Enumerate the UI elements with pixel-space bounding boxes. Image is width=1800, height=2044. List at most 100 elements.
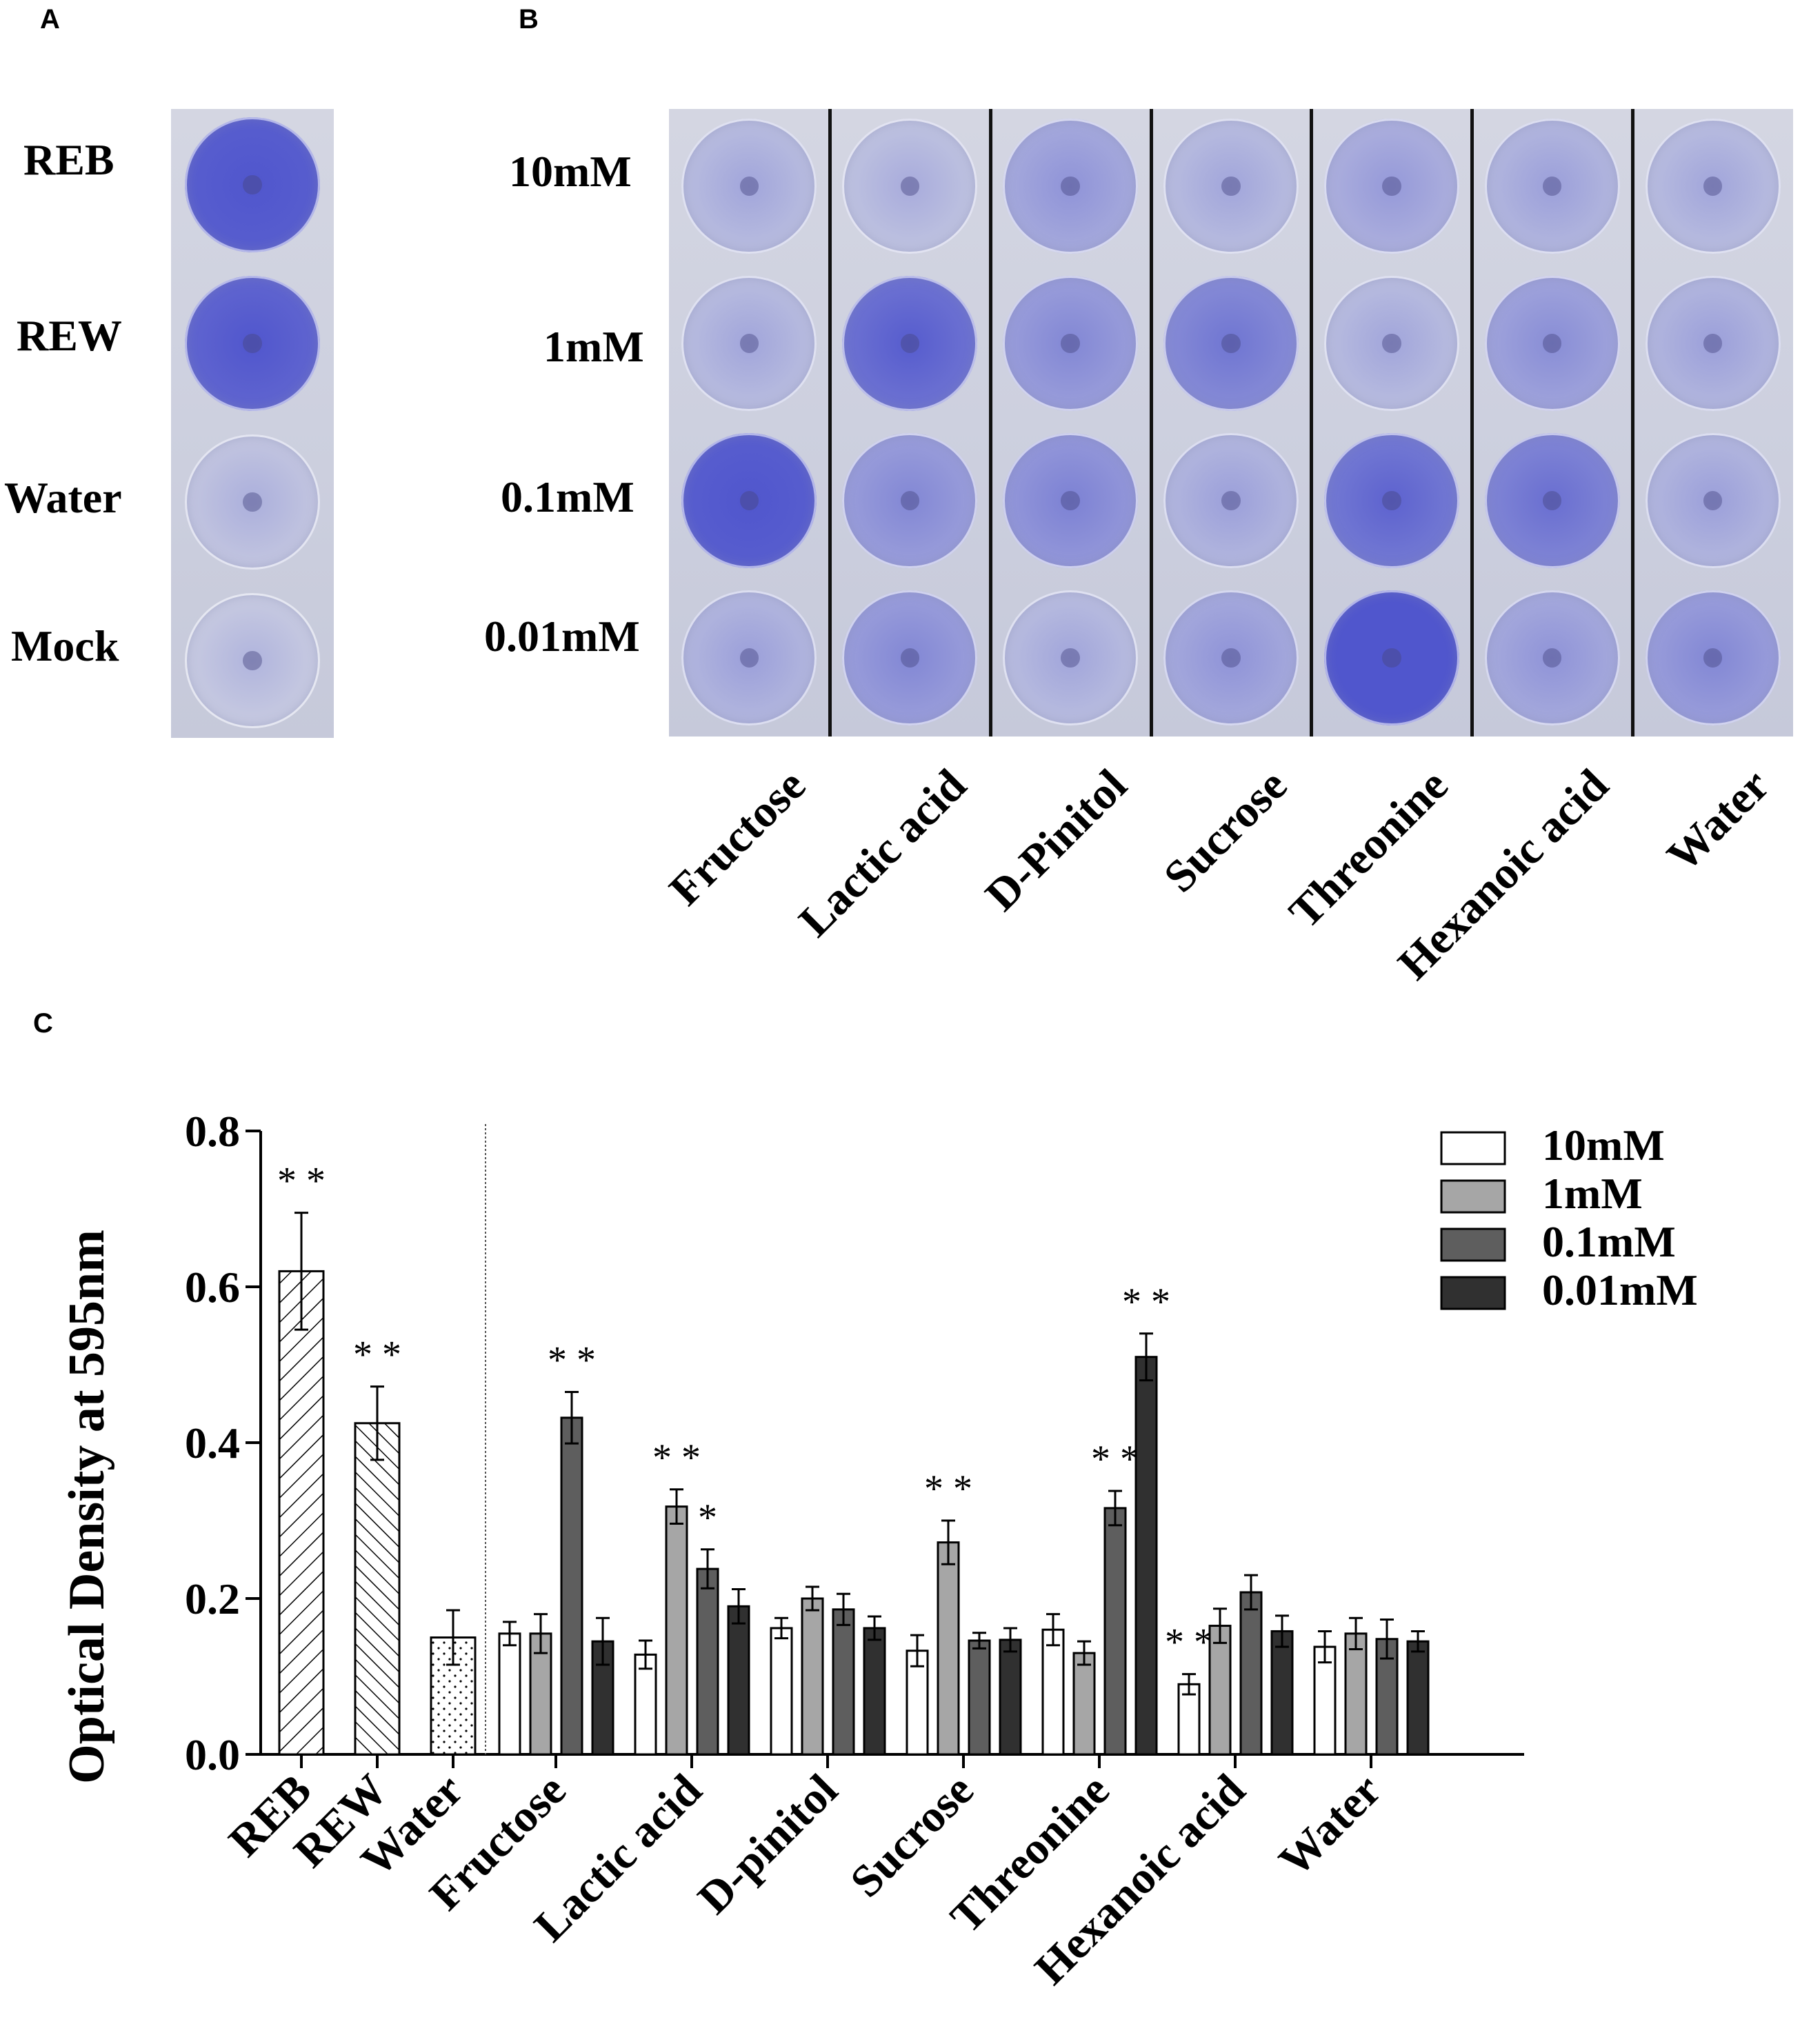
well (1323, 433, 1459, 568)
chart-bars: * * * * * * * * * * * * * * * * * (277, 1160, 1430, 1756)
well-rim (1003, 119, 1139, 254)
well (681, 119, 817, 254)
well-center (1703, 491, 1723, 510)
well-rim (1323, 433, 1459, 568)
well-center (1061, 648, 1080, 668)
panel-b-row-label: 10mM (509, 147, 632, 196)
well-center (900, 491, 919, 510)
well-rim (1163, 590, 1299, 725)
well-center (1703, 648, 1723, 668)
legend-swatch (1440, 1131, 1506, 1165)
x-tick-label: D-pinitol (688, 1765, 848, 1924)
bar-control (278, 1270, 325, 1756)
plate-column-divider (1631, 109, 1635, 737)
well-rim (842, 119, 978, 254)
plate-column-divider (1149, 109, 1153, 737)
legend-swatch (1440, 1179, 1506, 1214)
panel-b-column-label: D-Pinitol (975, 759, 1137, 921)
bar-0.1mM (1239, 1591, 1263, 1756)
panel-b-row-label: 1mM (543, 322, 644, 371)
well (1323, 119, 1459, 254)
well-center (243, 651, 262, 670)
well-center (243, 175, 262, 194)
y-tick-label: 0.4 (185, 1419, 240, 1467)
well-rim (842, 276, 978, 411)
well (1484, 433, 1620, 568)
legend-label: 0.1mM (1542, 1217, 1676, 1266)
well-center (243, 334, 262, 353)
well-center (1703, 334, 1723, 353)
well-rim (1645, 590, 1781, 725)
plate-column-divider (1310, 109, 1314, 737)
significance-mark: * (698, 1496, 717, 1539)
well-rim (842, 433, 978, 568)
well (1163, 276, 1299, 411)
well-rim (1003, 433, 1139, 568)
bar-10mM (770, 1627, 793, 1756)
well-rim (1484, 433, 1620, 568)
well (1163, 119, 1299, 254)
bar-1mM (1072, 1652, 1096, 1756)
well (185, 434, 320, 570)
panel-a-letter: A (40, 4, 60, 34)
well-rim (1484, 276, 1620, 411)
well-center (900, 334, 919, 353)
well-rim (681, 119, 817, 254)
well-rim (1163, 433, 1299, 568)
significance-mark: * * (652, 1436, 701, 1479)
well-center (739, 491, 759, 510)
well (1484, 119, 1620, 254)
well-center (1703, 177, 1723, 196)
well-center (1542, 177, 1562, 196)
x-tick-label: Water (1270, 1765, 1391, 1886)
significance-mark: * * (548, 1339, 596, 1382)
well-rim (1645, 119, 1781, 254)
panel-a-plate (171, 109, 334, 738)
panel-a-row-label: REW (17, 311, 122, 360)
well-center (900, 648, 919, 668)
bar-0.1mM (968, 1639, 991, 1756)
well-center (1061, 177, 1080, 196)
bar-10mM (1313, 1645, 1337, 1756)
well-rim (1484, 119, 1620, 254)
well-rim (1323, 590, 1459, 725)
well (842, 433, 978, 568)
well-rim (185, 434, 320, 570)
bar-0.01mM (999, 1639, 1022, 1756)
legend-label: 10mM (1542, 1121, 1665, 1170)
well-rim (1323, 276, 1459, 411)
panel-b-column-label: Water (1657, 759, 1779, 881)
bar-1mM (801, 1597, 824, 1756)
bar-0.01mM (863, 1627, 886, 1756)
well (1645, 590, 1781, 725)
well (842, 119, 978, 254)
well-rim (1645, 276, 1781, 411)
bar-10mM (906, 1650, 929, 1756)
panel-a-row-label: Mock (11, 621, 119, 670)
y-tick-label: 0.0 (185, 1730, 240, 1779)
well-center (739, 334, 759, 353)
well (1645, 433, 1781, 568)
well-center (1382, 491, 1401, 510)
legend-swatch (1440, 1276, 1506, 1310)
well-rim (681, 590, 817, 725)
bar-0.1mM (1103, 1507, 1127, 1756)
y-tick-label: 0.6 (185, 1263, 240, 1312)
well-rim (185, 593, 320, 728)
significance-mark: * * (353, 1334, 401, 1376)
well (842, 276, 978, 411)
well-rim (1003, 276, 1139, 411)
bar-0.01mM (727, 1605, 750, 1756)
well-rim (185, 276, 320, 411)
well-center (900, 177, 919, 196)
well (1003, 119, 1139, 254)
well-rim (681, 433, 817, 568)
well-center (243, 492, 262, 512)
y-axis-label: Optical Density at 595nm (59, 1230, 115, 1784)
well (1163, 590, 1299, 725)
well (185, 117, 320, 252)
well (681, 433, 817, 568)
well (1003, 276, 1139, 411)
panel-b-column-label: Fructose (659, 759, 815, 916)
well-rim (1163, 276, 1299, 411)
